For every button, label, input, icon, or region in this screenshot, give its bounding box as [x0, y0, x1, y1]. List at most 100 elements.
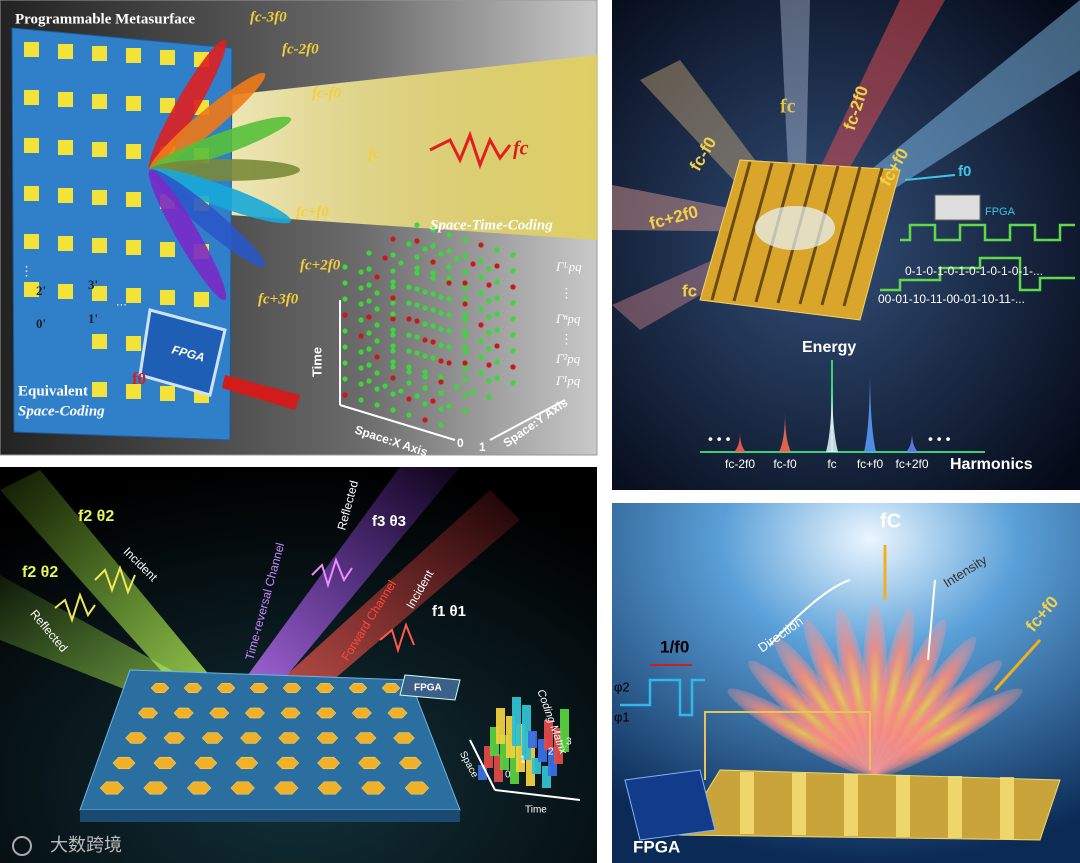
- stripe: [896, 775, 910, 837]
- coding-dot: [446, 296, 452, 302]
- coding-dot: [430, 398, 436, 404]
- energy-label: Energy: [802, 339, 856, 356]
- unit-cell: [92, 382, 107, 397]
- coding-dot: [462, 237, 468, 243]
- matrix-bar: [538, 739, 547, 762]
- harmonic: fc-2f0: [282, 41, 319, 57]
- yellow-beam: [230, 55, 597, 240]
- phase-label: φ2: [614, 679, 630, 694]
- coding-dot: [510, 268, 516, 274]
- hexagon: [240, 732, 262, 744]
- coding-dot: [422, 321, 428, 327]
- period-label: 1/f0: [660, 637, 689, 656]
- coding-dot: [430, 339, 436, 345]
- hexagon: [381, 683, 401, 693]
- fpga-chip-a: [138, 308, 227, 397]
- hexagon: [125, 732, 147, 744]
- matrix-bar: [528, 731, 537, 748]
- incident-wave: [429, 130, 512, 170]
- matrix-bar: [554, 728, 563, 764]
- coding-dot: [462, 333, 468, 339]
- hexagon: [186, 781, 212, 795]
- title: Programmable Metasurface: [15, 11, 195, 27]
- coding-dot: [438, 294, 444, 300]
- spectrum-label: fc+f0: [857, 457, 884, 471]
- wave: [54, 592, 96, 624]
- coding-dot: [374, 274, 380, 280]
- spike: [826, 377, 838, 452]
- coding-dot: [366, 378, 372, 384]
- hexagon: [209, 707, 230, 719]
- coding-dot: [430, 355, 436, 361]
- coding-dot: [462, 317, 468, 323]
- coding-dot: [390, 343, 396, 349]
- coding-dot: [342, 344, 348, 350]
- matrix-bar: [484, 746, 493, 768]
- matrix-bar: [544, 720, 553, 750]
- coding-dot: [430, 243, 436, 249]
- coding-dot: [406, 241, 412, 247]
- hexagon: [282, 683, 302, 693]
- spike: [779, 412, 791, 452]
- coding-title: Space-Time-Coding: [430, 217, 553, 233]
- fpga-label: FPGA: [633, 837, 680, 856]
- unit-cell: [126, 384, 141, 399]
- beam-label: fc: [682, 281, 697, 300]
- purple-beam: [215, 467, 460, 720]
- matrix-bar: [506, 716, 515, 758]
- coding-dot: [358, 301, 364, 307]
- hexagon: [280, 707, 301, 719]
- beam-lobe: [149, 116, 292, 173]
- harmonic: fc-3f0: [250, 9, 287, 25]
- code-wave: [900, 223, 1075, 242]
- spectrum-label: fc-f0: [773, 457, 797, 471]
- coding-dot: [414, 350, 420, 356]
- coding-dot: [446, 328, 452, 334]
- coding-dot: [486, 330, 492, 336]
- beam-lobe: [148, 39, 227, 171]
- coding-dot: [422, 417, 428, 423]
- intensity-arrow: [927, 579, 936, 661]
- spectrum-label: fc-2f0: [725, 457, 755, 471]
- coding-dot: [494, 247, 500, 253]
- hexagon: [351, 707, 372, 719]
- coding-dot: [430, 291, 436, 297]
- coding-dot: [366, 282, 372, 288]
- coding-dot: [430, 270, 436, 276]
- coding-dot: [366, 330, 372, 336]
- stripe: [1000, 777, 1014, 839]
- glow: [755, 206, 835, 250]
- freq-label: f2 θ2: [22, 564, 58, 581]
- hexagon: [316, 707, 337, 719]
- coding-dot: [374, 370, 380, 376]
- coding-dot: [406, 369, 412, 375]
- cell-label: 3': [88, 277, 98, 292]
- fpga-label: FPGA: [414, 683, 442, 694]
- gamma: Γ²pq: [555, 351, 581, 366]
- coding-dot: [462, 392, 468, 398]
- coding-dot: [390, 279, 396, 285]
- coding-dot: [358, 317, 364, 323]
- coding-dot: [414, 302, 420, 308]
- radiation-petals: [727, 605, 1023, 777]
- coding-dot: [422, 337, 428, 343]
- unit-cell: [126, 144, 141, 159]
- carrier-label: fC: [880, 510, 901, 532]
- coding-dot: [478, 338, 484, 344]
- arrow-a: [222, 375, 300, 410]
- axis-label: Time: [309, 347, 324, 377]
- polarization: [993, 638, 1042, 692]
- freq-label: f3 θ3: [372, 513, 406, 530]
- harmonic: fc+2f0: [300, 257, 341, 273]
- coding-dot: [390, 364, 396, 370]
- hexagon: [194, 756, 218, 770]
- coding-dot: [438, 379, 444, 385]
- coding-dot: [390, 332, 396, 338]
- phase-label: φ1: [614, 709, 630, 724]
- coding-dot: [494, 311, 500, 317]
- coding-dot: [422, 289, 428, 295]
- stripe: [820, 166, 862, 306]
- hexagon: [278, 732, 300, 744]
- coding-dot: [478, 290, 484, 296]
